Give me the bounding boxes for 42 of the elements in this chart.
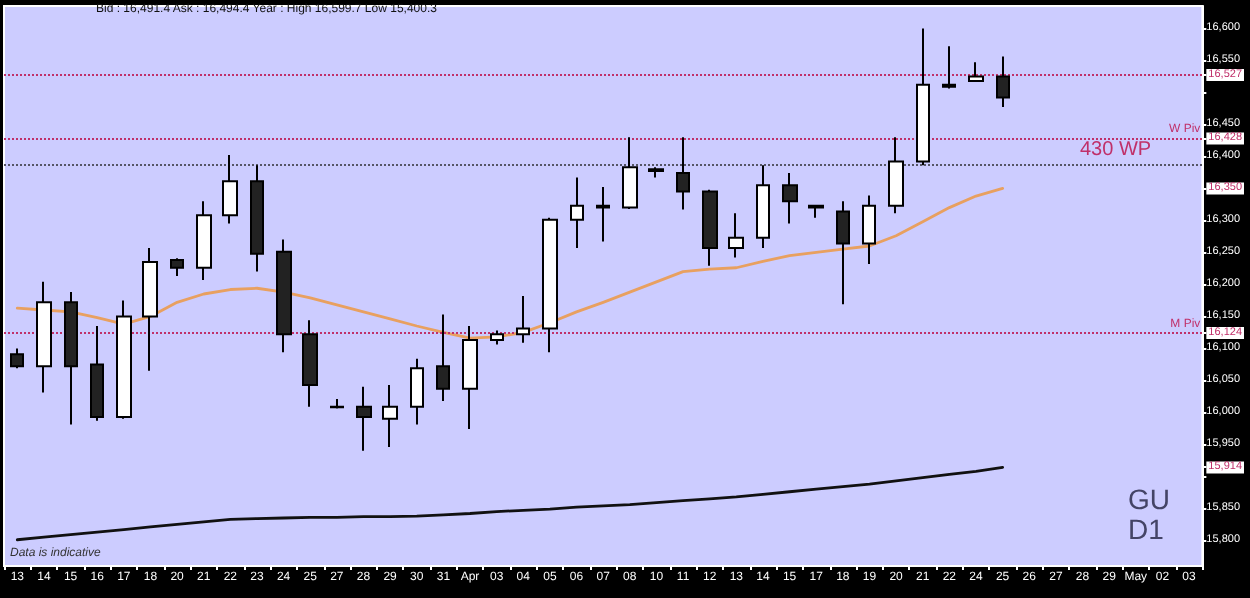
candlestick — [942, 45, 956, 90]
candlestick — [996, 55, 1010, 109]
candlestick — [142, 246, 158, 372]
line-series — [15, 466, 1005, 542]
candlestick — [356, 385, 372, 452]
candlestick — [330, 397, 344, 410]
candlestick — [436, 313, 450, 402]
candlestick — [302, 319, 318, 408]
candlestick — [36, 280, 52, 394]
candlestick — [116, 299, 132, 420]
candlestick — [490, 329, 504, 346]
annotation: 430 WP — [1080, 139, 1152, 162]
candlestick — [250, 164, 264, 273]
candlestick — [542, 216, 558, 354]
candlestick — [916, 27, 930, 167]
candlestick — [570, 176, 584, 249]
candlestick — [462, 325, 478, 431]
candlestick — [756, 164, 770, 249]
candlestick — [888, 136, 904, 215]
candlestick — [862, 194, 876, 265]
candlestick — [196, 200, 212, 281]
line-series — [15, 187, 1005, 340]
candlestick — [808, 204, 824, 219]
candlestick — [702, 188, 718, 267]
candlestick — [676, 136, 690, 211]
candlestick — [10, 347, 24, 370]
candlestick — [648, 166, 664, 179]
candlestick — [410, 357, 424, 426]
candlestick — [836, 200, 850, 306]
candlestick — [516, 294, 530, 344]
candlestick — [382, 383, 398, 448]
candlestick — [276, 238, 292, 354]
candlestick — [64, 291, 78, 426]
candlestick — [968, 61, 984, 82]
candlestick — [622, 136, 638, 210]
candlestick — [170, 257, 184, 278]
candlestick — [596, 186, 610, 243]
text: GU D1 — [1128, 483, 1178, 545]
candlestick — [90, 325, 104, 422]
candlestick — [728, 212, 744, 259]
candlestick — [222, 154, 238, 225]
candlestick — [782, 172, 798, 225]
